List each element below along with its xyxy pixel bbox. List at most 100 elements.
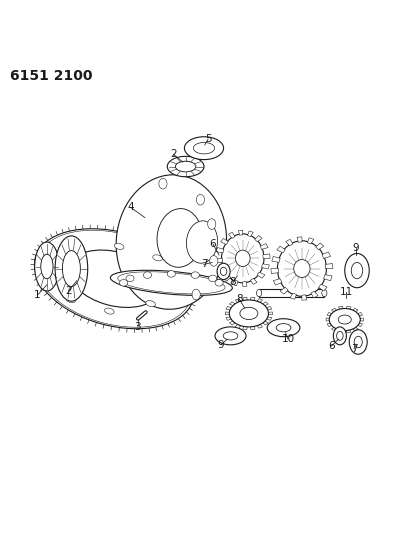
Ellipse shape (104, 308, 114, 314)
Ellipse shape (276, 324, 291, 332)
Ellipse shape (229, 300, 268, 327)
Polygon shape (297, 237, 302, 242)
Text: 1: 1 (34, 290, 41, 300)
Polygon shape (280, 287, 288, 294)
Polygon shape (235, 298, 241, 302)
Ellipse shape (208, 275, 217, 281)
Ellipse shape (166, 279, 175, 285)
Ellipse shape (144, 272, 152, 278)
Polygon shape (263, 254, 270, 259)
Polygon shape (251, 326, 255, 330)
Polygon shape (224, 275, 231, 281)
Text: 2: 2 (65, 286, 72, 296)
Polygon shape (257, 272, 265, 278)
Polygon shape (319, 284, 327, 291)
Polygon shape (327, 312, 332, 316)
Polygon shape (257, 298, 262, 302)
Ellipse shape (111, 270, 232, 295)
Polygon shape (251, 278, 257, 284)
Ellipse shape (55, 236, 88, 301)
Ellipse shape (223, 332, 238, 340)
Text: 9: 9 (218, 340, 224, 350)
Polygon shape (316, 243, 324, 249)
Text: 6151 2100: 6151 2100 (10, 69, 93, 83)
Ellipse shape (167, 271, 175, 277)
Polygon shape (217, 268, 225, 273)
Ellipse shape (175, 161, 196, 172)
Ellipse shape (62, 251, 80, 287)
Polygon shape (302, 295, 307, 300)
Polygon shape (229, 321, 235, 325)
Polygon shape (353, 308, 358, 312)
Polygon shape (346, 306, 351, 309)
Ellipse shape (66, 296, 76, 303)
Ellipse shape (337, 332, 343, 341)
Polygon shape (327, 323, 332, 327)
Polygon shape (353, 327, 358, 331)
Polygon shape (225, 312, 229, 315)
Text: 9: 9 (353, 243, 359, 253)
Polygon shape (360, 318, 364, 321)
Ellipse shape (126, 275, 134, 281)
Ellipse shape (114, 244, 124, 249)
Polygon shape (226, 306, 231, 310)
Polygon shape (243, 297, 247, 301)
Text: 7: 7 (201, 260, 207, 270)
Ellipse shape (120, 279, 128, 286)
Ellipse shape (186, 221, 217, 263)
Ellipse shape (35, 242, 59, 291)
Polygon shape (239, 230, 243, 235)
Polygon shape (235, 325, 241, 328)
Ellipse shape (157, 208, 202, 267)
Ellipse shape (208, 219, 216, 229)
Ellipse shape (235, 250, 250, 266)
Polygon shape (358, 323, 362, 327)
Ellipse shape (159, 179, 167, 189)
Text: 2: 2 (170, 149, 177, 159)
Polygon shape (273, 279, 282, 285)
Polygon shape (358, 312, 362, 316)
Polygon shape (339, 330, 343, 333)
Polygon shape (243, 281, 247, 287)
Text: 10: 10 (282, 334, 295, 344)
Polygon shape (325, 264, 333, 269)
Ellipse shape (349, 330, 367, 354)
Polygon shape (216, 247, 224, 253)
Polygon shape (248, 231, 253, 237)
Polygon shape (311, 291, 318, 298)
Ellipse shape (220, 268, 227, 276)
Text: 8: 8 (229, 277, 236, 287)
Ellipse shape (217, 263, 230, 279)
Ellipse shape (41, 254, 53, 279)
Polygon shape (221, 238, 228, 245)
Ellipse shape (73, 251, 83, 257)
Polygon shape (268, 312, 273, 315)
Polygon shape (262, 264, 269, 269)
Polygon shape (263, 302, 268, 306)
Ellipse shape (53, 273, 63, 279)
Ellipse shape (351, 262, 363, 279)
Text: 4: 4 (127, 203, 134, 212)
Text: 3: 3 (135, 322, 141, 332)
Ellipse shape (333, 327, 346, 345)
Ellipse shape (116, 175, 226, 309)
Ellipse shape (35, 229, 194, 329)
Polygon shape (346, 330, 351, 333)
Text: 11: 11 (339, 287, 353, 297)
Polygon shape (271, 269, 279, 273)
Polygon shape (326, 318, 329, 321)
Ellipse shape (193, 142, 215, 154)
Polygon shape (286, 239, 293, 246)
Ellipse shape (329, 309, 360, 330)
Ellipse shape (240, 308, 258, 320)
Ellipse shape (222, 234, 264, 283)
Polygon shape (339, 306, 343, 309)
Ellipse shape (184, 137, 224, 159)
Ellipse shape (167, 156, 204, 177)
Ellipse shape (69, 250, 160, 308)
Polygon shape (255, 236, 262, 242)
Text: 8: 8 (236, 294, 242, 304)
Ellipse shape (322, 289, 327, 297)
Polygon shape (277, 246, 285, 253)
Polygon shape (243, 326, 247, 330)
